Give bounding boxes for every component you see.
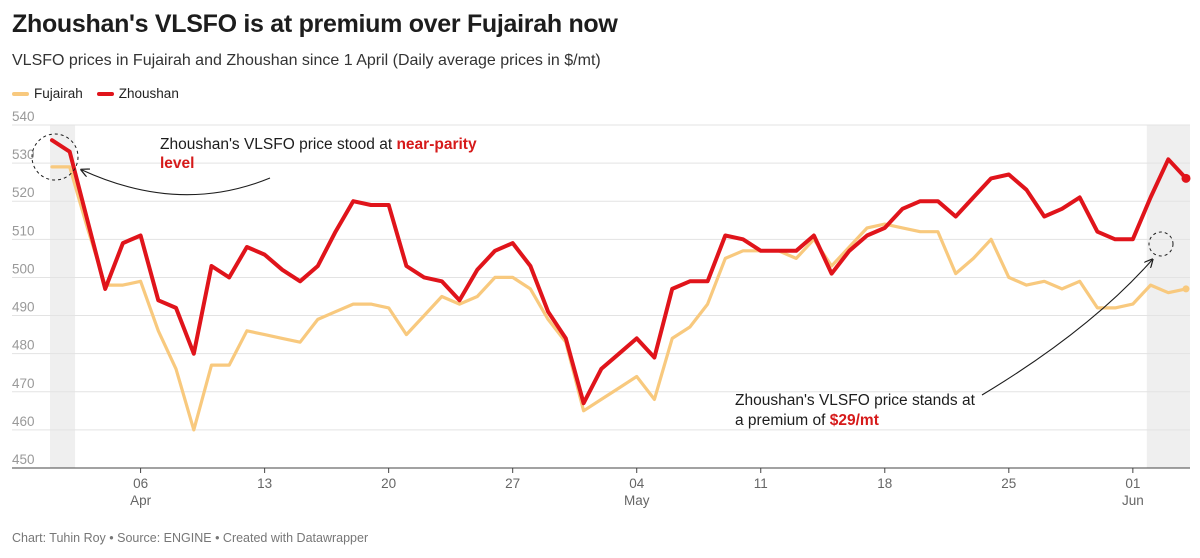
chart-footer: Chart: Tuhin Roy • Source: ENGINE • Crea…: [12, 531, 369, 545]
y-tick-label-450: 450: [12, 452, 35, 467]
y-tick-label-480: 480: [12, 338, 35, 353]
series-line-fujairah: [50, 165, 1188, 432]
annotation-premium: Zhoushan's VLSFO price stands at a premi…: [735, 231, 1174, 429]
x-tick-sublabel-4: May: [624, 493, 650, 508]
y-axis: 450 460 470 480 490 500 510 520 530 540: [12, 109, 35, 467]
x-tick-label-6: 18: [877, 476, 892, 491]
x-tick-label-4: 04: [629, 476, 645, 491]
legend-label-zhoushan: Zhoushan: [118, 86, 179, 101]
annotation-text-premium-prefix: a premium of: [735, 412, 830, 429]
y-tick-label-470: 470: [12, 376, 35, 391]
series-endpoint-zhoushan: [1181, 173, 1191, 183]
x-tick-label-8: 01: [1125, 476, 1140, 491]
series-line-zhoushan: [50, 138, 1188, 406]
x-tick-label-5: 11: [754, 476, 768, 491]
annotation-text-prefix: Zhoushan's VLSFO price stood at: [160, 136, 396, 153]
x-tick-label-2: 20: [381, 476, 396, 491]
shaded-range-1: [1146, 125, 1190, 468]
x-tick-sublabel-8: Jun: [1122, 493, 1144, 508]
chart-subtitle: VLSFO prices in Fujairah and Zhoushan si…: [12, 52, 601, 69]
shaded-ranges: [50, 125, 1190, 468]
shaded-range-0: [50, 125, 76, 468]
annotation-near-parity: Zhoushan's VLSFO price stood at near-par…: [31, 133, 477, 196]
annotation-text-stands-at: Zhoushan's VLSFO price stands at: [735, 392, 976, 409]
annotation-highlight-29: $29/mt: [830, 412, 879, 429]
legend-swatch-fujairah: [12, 91, 29, 96]
legend-swatch-zhoushan: [96, 91, 114, 96]
x-tick-label-3: 27: [505, 476, 520, 491]
y-tick-label-500: 500: [12, 261, 35, 276]
x-tick-label-7: 25: [1001, 476, 1016, 491]
y-tick-label-520: 520: [12, 185, 35, 200]
legend-item-zhoushan: Zhoushan: [96, 86, 179, 101]
y-tick-label-510: 510: [12, 223, 35, 238]
y-tick-label-530: 530: [12, 147, 35, 162]
legend-item-fujairah: Fujairah: [12, 86, 83, 101]
annotation-circle-start: [31, 133, 79, 181]
annotation-highlight-near-parity: near-parity: [396, 136, 476, 153]
annotation-text-premium: a premium of $29/mt: [735, 412, 879, 429]
y-tick-label-490: 490: [12, 300, 35, 315]
x-axis: 06 Apr 13 20 27 04 May 11 18 25 01 Jun: [130, 468, 1144, 508]
y-tick-label-460: 460: [12, 414, 35, 429]
annotation-circle-end: [1148, 231, 1174, 257]
y-tick-label-540: 540: [12, 109, 35, 124]
series-lines: [50, 138, 1191, 432]
x-tick-label-0: 06: [133, 476, 148, 491]
x-tick-sublabel-0: Apr: [130, 493, 152, 508]
gridlines: [12, 124, 1190, 469]
annotation-arrow-end: [981, 260, 1152, 396]
legend-label-fujairah: Fujairah: [34, 86, 83, 101]
x-tick-label-1: 13: [257, 476, 272, 491]
annotation-arrow-start: [82, 170, 271, 196]
annotation-text-line1: Zhoushan's VLSFO price stood at near-par…: [160, 136, 477, 153]
chart-title: Zhoushan's VLSFO is at premium over Fuja…: [12, 10, 618, 38]
chart-legend: Fujairah Zhoushan: [12, 86, 179, 101]
annotation-highlight-level: level: [160, 155, 194, 172]
series-endpoint-fujairah: [1182, 285, 1190, 293]
